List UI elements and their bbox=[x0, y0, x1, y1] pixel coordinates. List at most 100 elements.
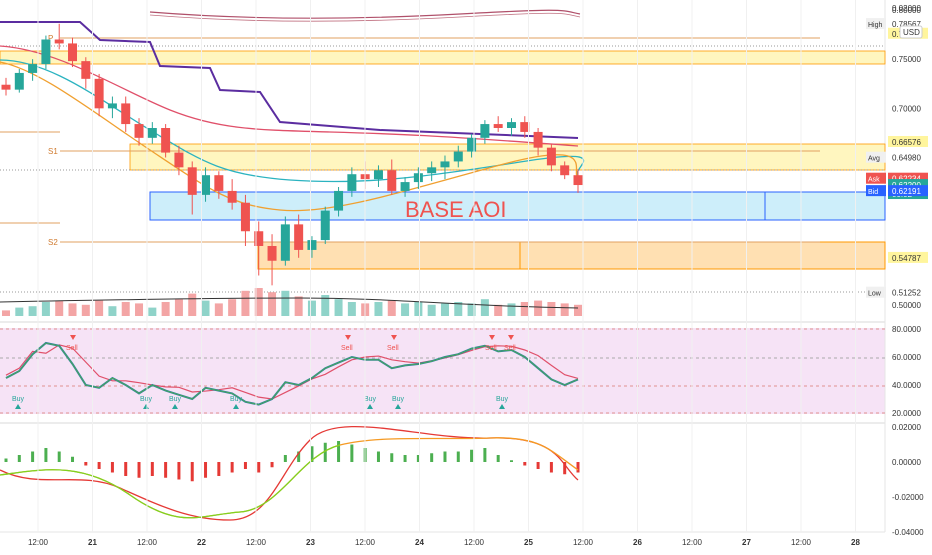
time-axis[interactable]: 12:00 21 12:00 22 12:00 23 12:00 24 12:00 25 12:00… bbox=[28, 0, 861, 547]
candle-body bbox=[467, 137, 477, 152]
volume-bar bbox=[174, 299, 183, 316]
base-aoi-zone[interactable] bbox=[149, 191, 886, 221]
volume-bar bbox=[374, 302, 383, 316]
candle-body bbox=[493, 124, 503, 128]
volume-bar bbox=[281, 290, 290, 316]
price-tag-label-box bbox=[866, 185, 886, 197]
price-axis[interactable]: 0.800000.750000.700000.650000.550000.500… bbox=[866, 4, 928, 310]
time-tick-label: 12:00 bbox=[791, 538, 812, 547]
candle-body bbox=[413, 173, 423, 183]
candle-body bbox=[427, 167, 437, 174]
volume-bar bbox=[121, 302, 130, 316]
candle-body bbox=[453, 151, 463, 162]
candle-body bbox=[14, 72, 24, 90]
candle-body bbox=[81, 61, 91, 79]
volume-bar bbox=[321, 295, 330, 316]
buy-arrow-icon bbox=[172, 404, 178, 409]
pivot-label-s2: S2 bbox=[48, 238, 58, 247]
volume-bar bbox=[214, 303, 223, 316]
macd-histogram-bar bbox=[283, 455, 287, 462]
price-tag-value: 0.66576 bbox=[892, 138, 921, 147]
time-tick-label: 23 bbox=[306, 538, 315, 547]
aoi-annotation-label: BASE AOI bbox=[405, 197, 507, 222]
candle-body bbox=[107, 103, 117, 109]
rsi-tick-label: 80.0000 bbox=[892, 325, 921, 334]
candle-body bbox=[121, 103, 131, 125]
candle-body bbox=[387, 170, 397, 191]
buy-arrow-icon bbox=[499, 404, 505, 409]
rsi-axis[interactable]: 80.0000 60.0000 40.0000 20.0000 bbox=[892, 325, 921, 418]
candle-body bbox=[28, 64, 38, 73]
volume-bar bbox=[307, 300, 316, 316]
price-tag-label: Bid bbox=[868, 189, 878, 196]
rsi-tick-label: 40.0000 bbox=[892, 381, 921, 390]
volume-bar bbox=[334, 299, 343, 316]
candle-body bbox=[280, 224, 290, 261]
price-tag-value: 0.78567 bbox=[892, 20, 921, 29]
sell-arrow-icon bbox=[391, 335, 397, 340]
price-tag-label-box bbox=[866, 151, 886, 163]
volume-bar bbox=[494, 304, 503, 316]
macd-histogram-bar bbox=[416, 455, 420, 462]
candle-body bbox=[161, 128, 171, 153]
sell-arrow-icon bbox=[508, 335, 514, 340]
price-tag-value: 0.64980 bbox=[892, 154, 921, 163]
time-tick-label: 12:00 bbox=[246, 538, 267, 547]
buy-label: Buy bbox=[140, 396, 153, 403]
volume-bar bbox=[507, 303, 516, 316]
volume-bar bbox=[15, 307, 24, 316]
candle-series bbox=[1, 23, 583, 286]
volume-bar bbox=[188, 293, 197, 316]
macd-histogram-bar bbox=[164, 462, 168, 478]
time-tick-label: 12:00 bbox=[464, 538, 485, 547]
candle-body bbox=[214, 175, 224, 191]
currency-button[interactable] bbox=[899, 25, 923, 39]
price-tag-value: 0.62191 bbox=[892, 187, 921, 196]
macd-histogram-bar bbox=[137, 462, 141, 478]
staircase-line bbox=[0, 21, 579, 139]
macd-tick-label: 0.00000 bbox=[892, 458, 921, 467]
rsi-tick-label: 20.0000 bbox=[892, 409, 921, 418]
candle-body bbox=[520, 122, 530, 132]
candle-body bbox=[240, 202, 250, 232]
volume-bar bbox=[401, 303, 410, 316]
macd-histogram-bar bbox=[150, 462, 154, 476]
candle-body bbox=[294, 224, 304, 250]
volume-bar bbox=[95, 300, 104, 316]
macd-histogram-bar bbox=[84, 462, 88, 466]
volume-bar bbox=[560, 303, 569, 316]
price-tag-label-box bbox=[866, 286, 886, 298]
macd-histogram-bar bbox=[297, 451, 301, 462]
volume-bar bbox=[28, 306, 37, 316]
time-tick-label: 26 bbox=[633, 538, 642, 547]
volume-bar bbox=[294, 296, 303, 316]
macd-histogram-bar bbox=[257, 462, 261, 473]
macd-histogram-bar bbox=[390, 453, 394, 462]
candle-body bbox=[440, 161, 450, 168]
candle-body bbox=[94, 78, 104, 109]
candle-body bbox=[254, 231, 264, 246]
price-tick-label: 0.02000 bbox=[892, 4, 921, 13]
macd-line bbox=[0, 425, 579, 521]
macd-histogram-bar bbox=[430, 453, 434, 462]
volume-bar bbox=[55, 300, 64, 316]
macd-histogram-bar bbox=[443, 451, 447, 462]
time-tick-label: 12:00 bbox=[355, 538, 376, 547]
macd-histogram-bar bbox=[350, 444, 354, 462]
resistance-band-upper bbox=[0, 50, 886, 65]
macd-axis[interactable]: 0.02000 0.00000 -0.02000 -0.04000 bbox=[892, 423, 924, 537]
volume-bar bbox=[201, 300, 210, 316]
volume-bar bbox=[387, 300, 396, 316]
macd-histogram-bar bbox=[110, 462, 114, 473]
buy-arrow-icon bbox=[395, 404, 401, 409]
volume-bar bbox=[480, 299, 489, 316]
price-tag-label: High bbox=[868, 22, 883, 29]
currency-label: USD bbox=[903, 28, 920, 37]
macd-histogram-bar bbox=[323, 442, 327, 462]
price-tag-label: Ask bbox=[868, 177, 880, 184]
volume-bar bbox=[68, 303, 77, 316]
macd-histogram-bar bbox=[337, 441, 341, 462]
candle-body bbox=[320, 210, 330, 241]
